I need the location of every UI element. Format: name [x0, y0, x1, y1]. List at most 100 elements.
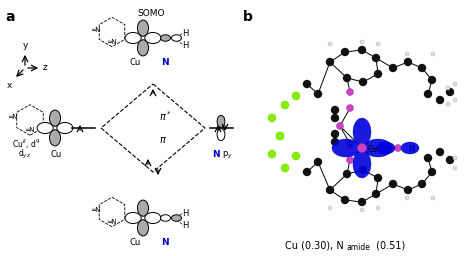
Ellipse shape	[344, 74, 350, 81]
Ellipse shape	[453, 82, 457, 86]
Text: d$_{yz}$: d$_{yz}$	[18, 147, 31, 161]
Ellipse shape	[292, 152, 300, 160]
Ellipse shape	[315, 91, 321, 98]
Ellipse shape	[331, 106, 338, 113]
Ellipse shape	[359, 166, 366, 174]
Text: N: N	[161, 238, 169, 247]
Ellipse shape	[377, 142, 395, 154]
Ellipse shape	[327, 187, 334, 194]
Ellipse shape	[447, 156, 454, 164]
Ellipse shape	[346, 156, 354, 164]
Ellipse shape	[359, 79, 366, 86]
Ellipse shape	[446, 102, 450, 106]
Ellipse shape	[161, 35, 171, 41]
Ellipse shape	[137, 20, 148, 36]
Ellipse shape	[357, 144, 366, 153]
Ellipse shape	[374, 175, 382, 182]
Ellipse shape	[346, 104, 354, 112]
Ellipse shape	[268, 150, 276, 158]
Ellipse shape	[425, 155, 431, 162]
Ellipse shape	[447, 89, 454, 95]
Ellipse shape	[404, 59, 411, 66]
Ellipse shape	[49, 130, 61, 146]
Ellipse shape	[360, 208, 364, 212]
Ellipse shape	[315, 158, 321, 165]
Ellipse shape	[303, 168, 310, 176]
Ellipse shape	[346, 141, 354, 147]
Text: (0.51): (0.51)	[373, 240, 405, 250]
Ellipse shape	[268, 114, 276, 122]
Ellipse shape	[145, 33, 161, 44]
Ellipse shape	[217, 115, 225, 127]
Ellipse shape	[337, 123, 344, 130]
Text: Cu: Cu	[50, 150, 62, 159]
Ellipse shape	[374, 70, 382, 78]
Ellipse shape	[373, 190, 380, 197]
Ellipse shape	[453, 98, 457, 102]
Text: Cu: Cu	[129, 58, 141, 67]
Text: $\pi^*$: $\pi^*$	[159, 109, 172, 123]
Ellipse shape	[437, 148, 444, 155]
Ellipse shape	[327, 59, 334, 66]
Text: ═N: ═N	[8, 114, 18, 120]
Text: ═N: ═N	[107, 39, 117, 45]
Text: ═N: ═N	[25, 127, 35, 133]
Ellipse shape	[373, 55, 380, 61]
Text: H: H	[182, 220, 188, 229]
Ellipse shape	[353, 150, 371, 178]
Ellipse shape	[390, 65, 396, 71]
Ellipse shape	[331, 138, 338, 145]
Ellipse shape	[332, 139, 360, 157]
Text: Cu: Cu	[368, 145, 378, 155]
Ellipse shape	[419, 180, 426, 187]
Text: a: a	[5, 10, 15, 24]
Ellipse shape	[376, 42, 380, 46]
Ellipse shape	[405, 196, 409, 200]
Ellipse shape	[292, 92, 300, 100]
Ellipse shape	[125, 33, 141, 44]
Ellipse shape	[303, 80, 310, 88]
Ellipse shape	[428, 168, 436, 176]
Ellipse shape	[331, 114, 338, 122]
Ellipse shape	[405, 52, 409, 56]
Ellipse shape	[161, 215, 171, 221]
Text: N: N	[161, 58, 169, 67]
Ellipse shape	[145, 212, 161, 223]
Ellipse shape	[125, 212, 141, 223]
Ellipse shape	[358, 198, 365, 206]
Ellipse shape	[358, 47, 365, 54]
Text: x: x	[7, 81, 12, 90]
Ellipse shape	[364, 139, 392, 157]
Ellipse shape	[49, 110, 61, 126]
Ellipse shape	[57, 122, 73, 134]
Ellipse shape	[390, 180, 396, 187]
Ellipse shape	[453, 156, 457, 160]
Ellipse shape	[137, 40, 148, 56]
Text: Cu$^{II}$, d$^9$: Cu$^{II}$, d$^9$	[12, 137, 40, 151]
Ellipse shape	[281, 101, 289, 109]
Text: y: y	[22, 41, 27, 50]
Text: amide: amide	[347, 243, 371, 252]
Ellipse shape	[37, 122, 53, 134]
Ellipse shape	[276, 132, 284, 140]
Ellipse shape	[431, 196, 435, 200]
Ellipse shape	[453, 166, 457, 170]
Ellipse shape	[437, 97, 444, 103]
Ellipse shape	[281, 164, 289, 172]
Ellipse shape	[419, 65, 426, 71]
Ellipse shape	[344, 170, 350, 177]
Text: p$_y$: p$_y$	[222, 150, 233, 161]
Text: SOMO: SOMO	[137, 9, 165, 18]
Ellipse shape	[401, 142, 419, 154]
Ellipse shape	[446, 86, 450, 90]
Text: Cu: Cu	[129, 238, 141, 247]
Text: N: N	[212, 150, 220, 159]
Text: N: N	[408, 145, 414, 155]
Text: z: z	[43, 63, 48, 72]
Text: H: H	[182, 40, 188, 49]
Text: Cu (0.30), N: Cu (0.30), N	[285, 240, 344, 250]
Ellipse shape	[217, 129, 225, 141]
Ellipse shape	[376, 206, 380, 210]
Ellipse shape	[276, 132, 284, 140]
Text: H: H	[182, 208, 188, 218]
